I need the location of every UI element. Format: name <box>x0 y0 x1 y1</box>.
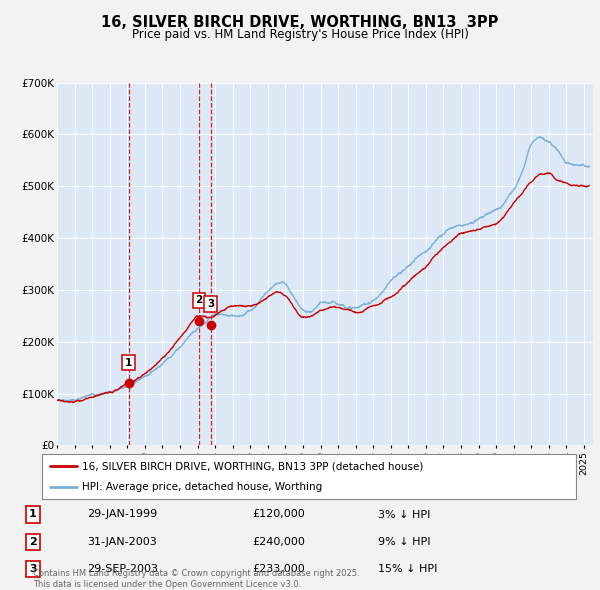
Text: Price paid vs. HM Land Registry's House Price Index (HPI): Price paid vs. HM Land Registry's House … <box>131 28 469 41</box>
Text: £233,000: £233,000 <box>252 564 305 573</box>
Text: 29-JAN-1999: 29-JAN-1999 <box>87 510 157 519</box>
Text: 31-JAN-2003: 31-JAN-2003 <box>87 537 157 546</box>
Text: 29-SEP-2003: 29-SEP-2003 <box>87 564 158 573</box>
Text: HPI: Average price, detached house, Worthing: HPI: Average price, detached house, Wort… <box>82 481 322 491</box>
Text: 9% ↓ HPI: 9% ↓ HPI <box>378 537 431 546</box>
Text: 2: 2 <box>29 537 37 546</box>
Text: 3: 3 <box>207 299 214 309</box>
Text: 1: 1 <box>125 358 132 368</box>
Text: 16, SILVER BIRCH DRIVE, WORTHING, BN13  3PP: 16, SILVER BIRCH DRIVE, WORTHING, BN13 3… <box>101 15 499 30</box>
Text: Contains HM Land Registry data © Crown copyright and database right 2025.
This d: Contains HM Land Registry data © Crown c… <box>33 569 359 589</box>
Text: 2: 2 <box>196 296 203 305</box>
Text: £240,000: £240,000 <box>252 537 305 546</box>
Text: 15% ↓ HPI: 15% ↓ HPI <box>378 564 437 573</box>
Text: 1: 1 <box>29 510 37 519</box>
Text: 16, SILVER BIRCH DRIVE, WORTHING, BN13 3PP (detached house): 16, SILVER BIRCH DRIVE, WORTHING, BN13 3… <box>82 461 424 471</box>
Text: £120,000: £120,000 <box>252 510 305 519</box>
Text: 3% ↓ HPI: 3% ↓ HPI <box>378 510 430 519</box>
Text: 3: 3 <box>29 564 37 573</box>
